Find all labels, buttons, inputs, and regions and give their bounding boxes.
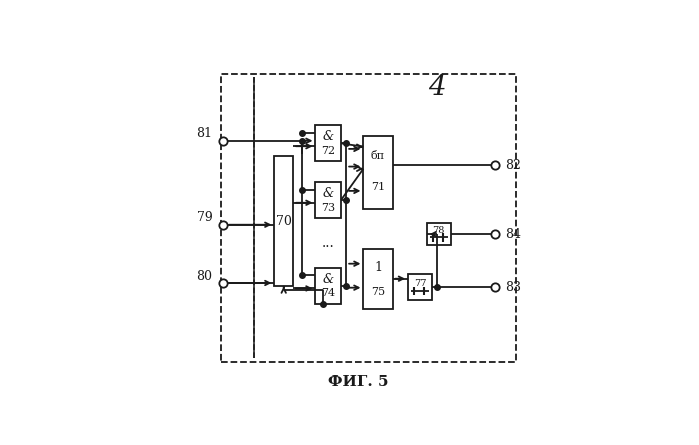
Text: 81: 81	[196, 127, 212, 141]
Text: 80: 80	[196, 270, 212, 283]
Text: 1: 1	[374, 261, 382, 275]
Text: 75: 75	[371, 287, 385, 297]
Bar	[408, 275, 432, 300]
Text: бп: бп	[371, 151, 385, 161]
Bar	[363, 249, 393, 309]
Text: 73: 73	[322, 203, 336, 213]
Text: 74: 74	[322, 288, 336, 299]
Text: 78: 78	[433, 227, 445, 235]
Text: ФИГ. 5: ФИГ. 5	[328, 375, 389, 389]
Bar	[315, 182, 341, 218]
Text: 4: 4	[428, 74, 446, 101]
Bar	[363, 136, 393, 209]
Text: &: &	[323, 187, 334, 200]
Bar	[427, 223, 451, 245]
Text: 72: 72	[322, 146, 336, 156]
Bar	[221, 74, 516, 362]
Bar	[274, 156, 293, 287]
Bar	[315, 267, 341, 303]
Text: 77: 77	[414, 279, 426, 288]
Text: &: &	[323, 130, 334, 143]
Bar	[315, 125, 341, 162]
Text: 70: 70	[276, 215, 291, 228]
Text: 83: 83	[505, 281, 521, 294]
Text: ...: ...	[322, 236, 335, 250]
Text: 82: 82	[505, 158, 521, 172]
Text: 71: 71	[371, 182, 385, 192]
Text: 84: 84	[505, 228, 521, 241]
Text: &: &	[323, 273, 334, 286]
Text: 79: 79	[197, 211, 212, 224]
